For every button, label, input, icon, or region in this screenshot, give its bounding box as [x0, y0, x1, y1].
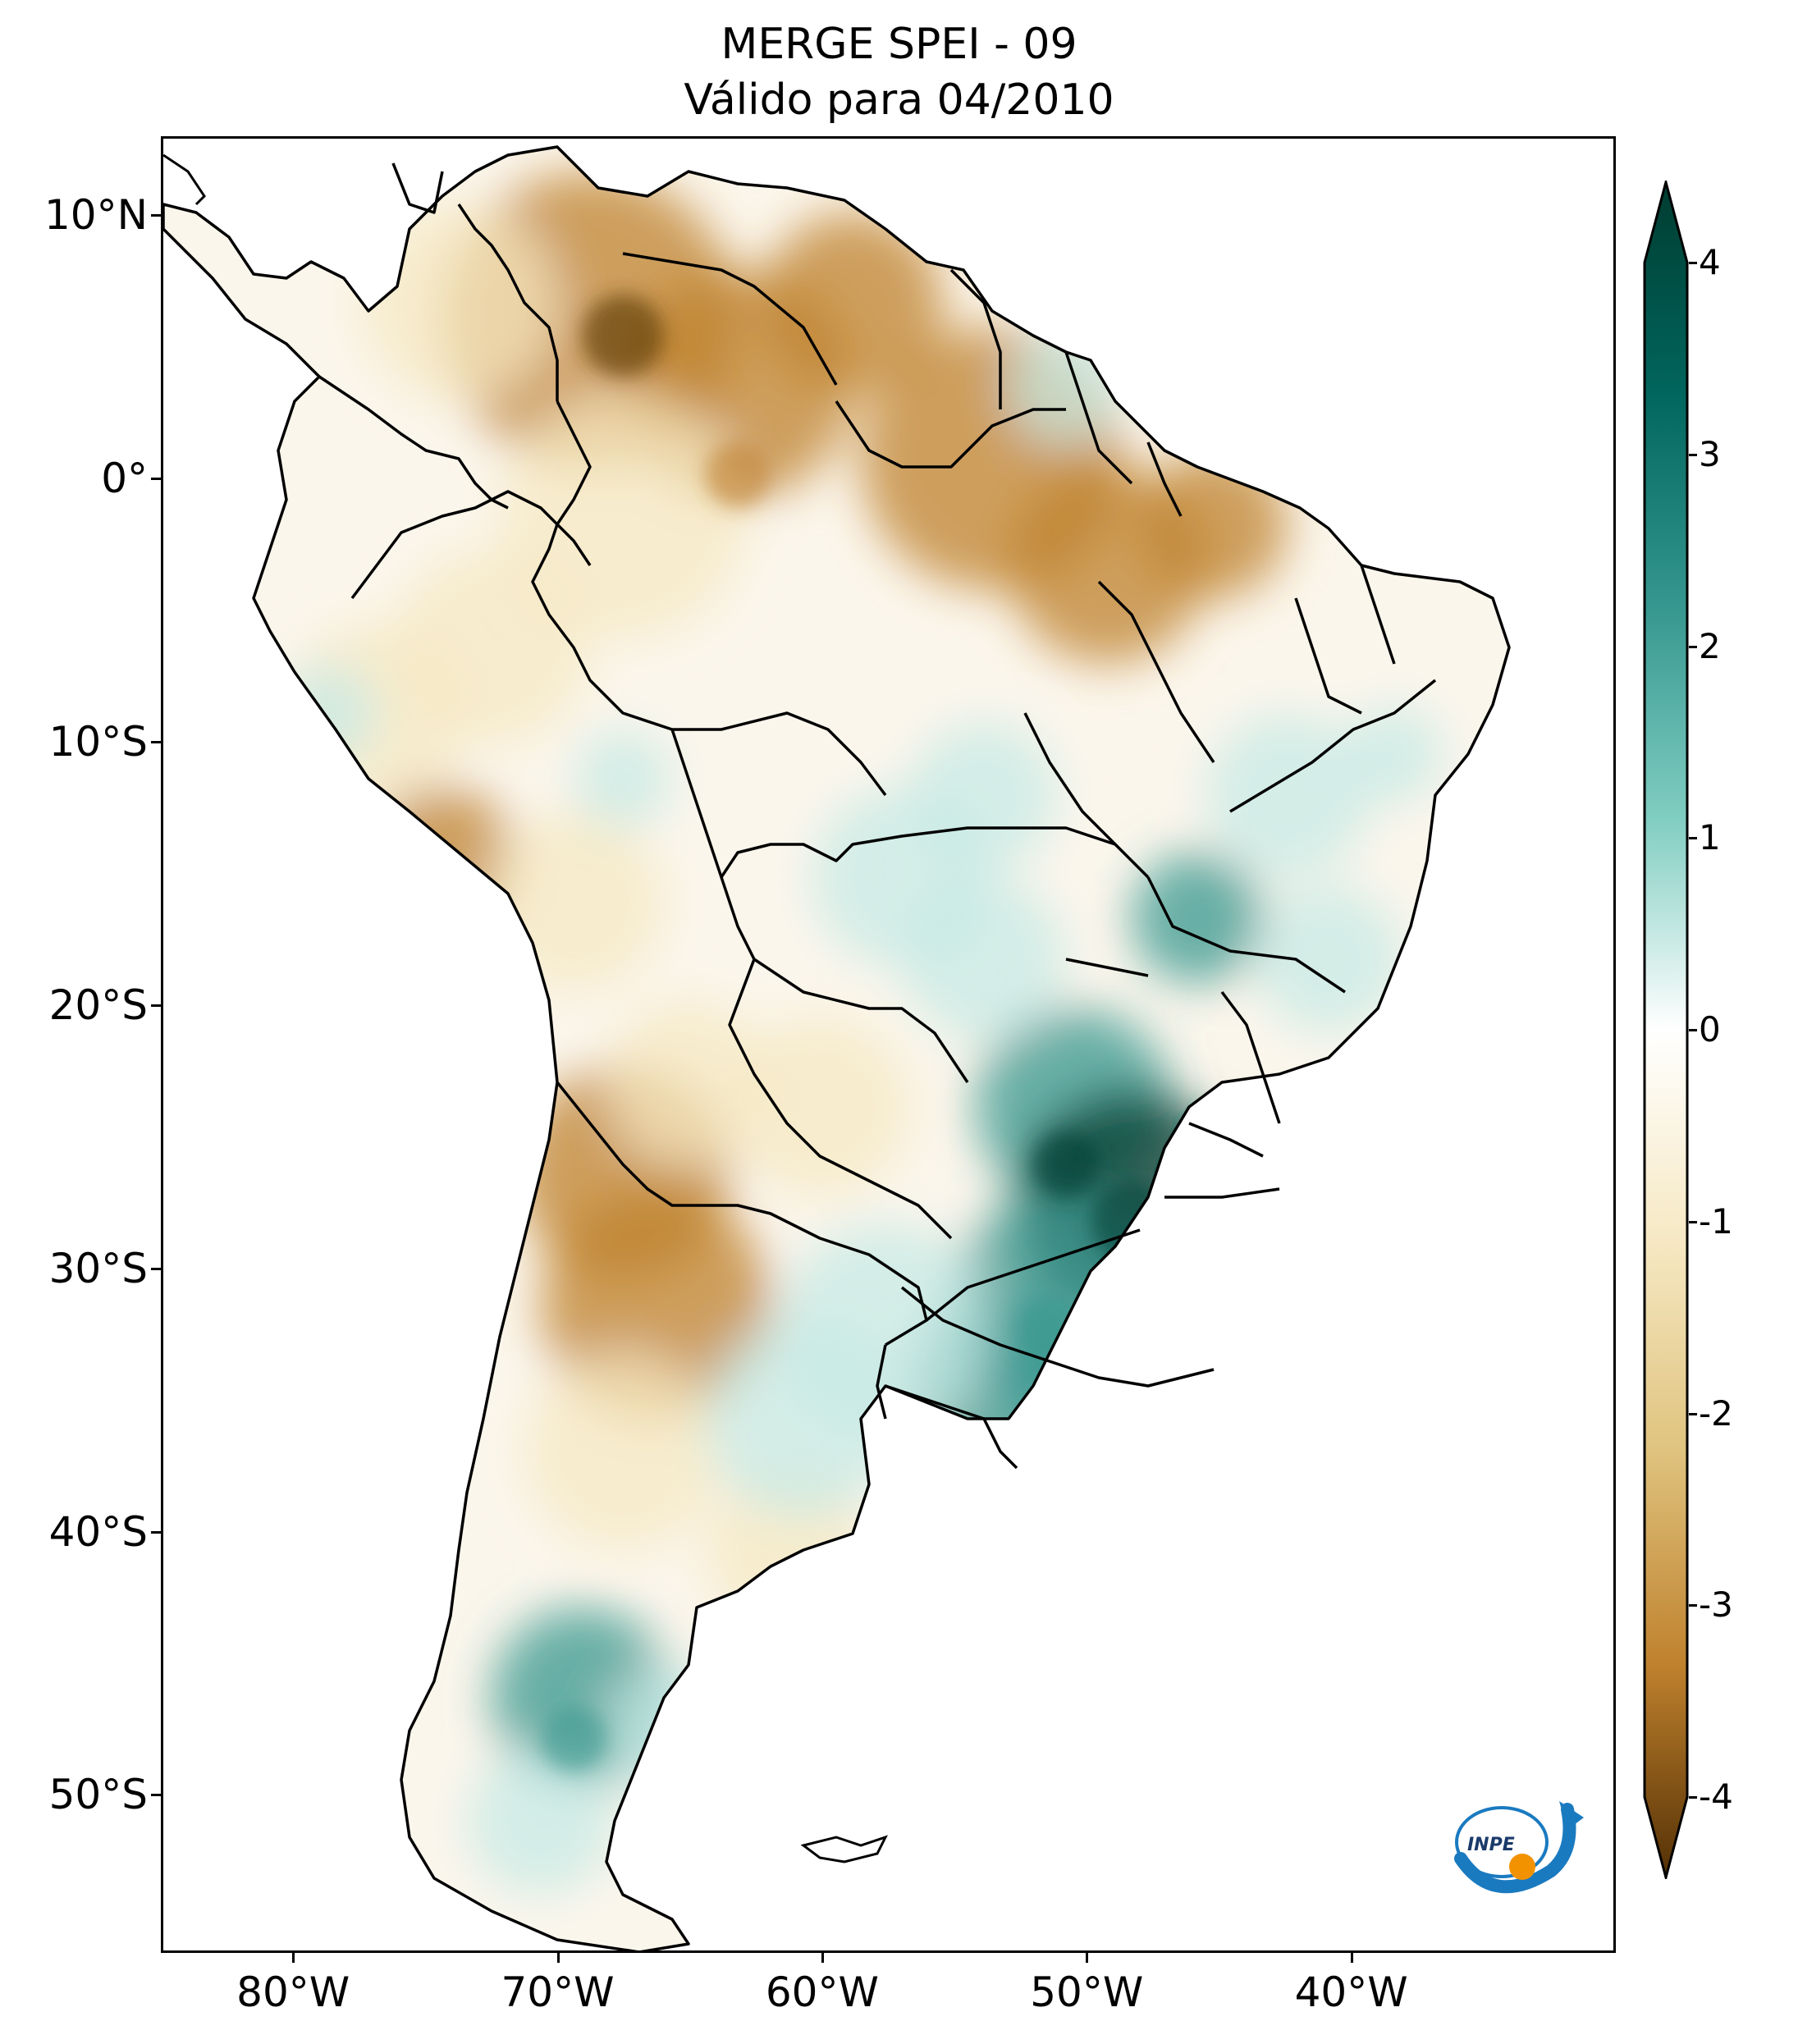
falkland-islands	[800, 1835, 888, 1863]
lon-tick-label: 60°W	[765, 1969, 879, 2016]
lat-tick	[151, 1530, 161, 1534]
lat-tick-label: 10°S	[48, 718, 148, 766]
spei-anomaly-blob	[1255, 885, 1402, 1033]
border-guianas	[835, 400, 1066, 469]
lat-tick	[151, 1267, 161, 1270]
colorbar-tick	[1689, 645, 1697, 648]
colorbar-tick	[1689, 1604, 1697, 1607]
colorbar-tick-label: -1	[1699, 1200, 1733, 1241]
spei-anomaly-blob	[762, 213, 943, 393]
spei-anomaly-blob	[910, 721, 1058, 869]
lat-tick-label: 10°N	[43, 191, 148, 240]
colorbar-tick-label: 4	[1699, 242, 1721, 282]
border-venezuela-coast	[391, 162, 444, 214]
border-colombia-venezuela	[457, 203, 559, 401]
border-french-guiana	[1146, 441, 1183, 517]
border-peru-north	[350, 490, 592, 600]
lat-tick-label: 50°S	[48, 1771, 148, 1819]
border-bolivia	[670, 729, 953, 1240]
map-title-line2: Válido para 04/2010	[684, 75, 1114, 125]
lon-tick-label: 70°W	[501, 1969, 615, 2016]
spei-anomaly-blob	[606, 1000, 771, 1164]
border-state-mg	[1146, 876, 1346, 994]
colorbar-tick	[1689, 453, 1697, 456]
lon-tick	[1086, 1953, 1089, 1963]
colorbar	[1643, 181, 1689, 1879]
border-bolivia-south	[753, 958, 969, 1083]
border-uruguay-west	[876, 1344, 887, 1420]
border-state-ba	[1229, 679, 1437, 813]
border-state-to	[1097, 580, 1215, 763]
border-state-mt	[720, 826, 1150, 879]
inpe-logo: INPE	[1454, 1801, 1584, 1894]
lat-tick-label: 30°S	[48, 1244, 148, 1292]
lon-tick	[821, 1953, 824, 1963]
lon-tick-label: 50°W	[1030, 1969, 1144, 2016]
colorbar-tick	[1689, 1412, 1697, 1415]
border-venezuela-brazil	[622, 252, 838, 386]
map-title-line1: MERGE SPEI - 09	[721, 20, 1077, 69]
border-state-pi	[1294, 597, 1362, 715]
lat-tick-label: 20°S	[48, 981, 148, 1029]
colorbar-tick-label: 3	[1699, 433, 1721, 474]
colorbar-tick	[1689, 1029, 1697, 1031]
spei-anomaly-blob	[1132, 853, 1263, 984]
lat-tick	[151, 1004, 161, 1007]
border-state-sc	[1164, 1187, 1280, 1199]
border-paraguay-brazil	[925, 1228, 1141, 1322]
lon-tick	[1350, 1953, 1353, 1963]
lat-tick	[151, 214, 161, 217]
colorbar-tick	[1689, 1220, 1697, 1223]
border-brazil-west	[531, 400, 887, 797]
map-frame[interactable]	[161, 136, 1616, 1953]
spei-anomaly-blob	[360, 204, 557, 401]
border-guyana	[949, 268, 1002, 409]
colorbar-tick	[1689, 262, 1697, 264]
spei-anomaly-blob	[730, 1017, 910, 1197]
border-suriname	[1064, 351, 1133, 485]
border-state-pr	[1188, 1122, 1264, 1158]
central-america-coast	[163, 153, 206, 206]
lat-tick-label: 40°S	[48, 1507, 148, 1556]
spei-anomaly-blob	[467, 1747, 615, 1895]
border-df	[1065, 958, 1149, 977]
colorbar-tick-label: -2	[1699, 1392, 1733, 1434]
lon-tick	[556, 1953, 560, 1963]
border-argentina-north	[556, 1081, 928, 1347]
spei-anomaly-core	[705, 442, 771, 508]
spei-map[interactable]	[163, 139, 1613, 1950]
spei-anomaly-blob	[524, 1353, 721, 1550]
colorbar-tick	[1689, 837, 1697, 840]
spei-anomaly-core	[541, 1706, 606, 1772]
lon-tick-label: 40°W	[1294, 1969, 1408, 2016]
colorbar-tick-label: -3	[1699, 1584, 1733, 1626]
spei-anomaly-blob	[500, 393, 746, 639]
border-state-sp	[1220, 990, 1281, 1124]
border-ecuador-colombia	[318, 375, 509, 510]
border-state-para	[1023, 712, 1117, 846]
lon-tick	[292, 1953, 295, 1963]
colorbar-tick-label: -4	[1699, 1776, 1733, 1817]
lat-tick-label: 0°	[101, 455, 148, 503]
colorbar-tick-label: 0	[1699, 1009, 1721, 1049]
border-brazil-uruguay	[900, 1286, 1215, 1388]
spei-anomaly-blob	[574, 729, 672, 828]
border-state-ce	[1360, 565, 1396, 665]
colorbar-tick-label: 1	[1699, 817, 1721, 858]
spei-anomaly-blob	[1345, 705, 1443, 803]
spei-anomaly-blob	[1206, 713, 1370, 877]
colorbar-body	[1643, 181, 1689, 1879]
lon-tick-label: 80°W	[236, 1969, 350, 2016]
lat-tick	[151, 478, 161, 481]
colorbar-tick-label: 2	[1699, 625, 1721, 666]
lat-tick	[151, 741, 161, 743]
lat-tick	[151, 1794, 161, 1797]
spei-anomaly-blob	[705, 1320, 902, 1517]
country-borders	[163, 145, 1511, 1950]
colorbar-tick	[1689, 1796, 1697, 1799]
inpe-logo-text: INPE	[1467, 1835, 1515, 1855]
border-uruguay-argentina	[885, 1384, 1018, 1470]
spei-anomaly-core	[1033, 1132, 1099, 1197]
spei-anomaly-core	[582, 295, 664, 377]
